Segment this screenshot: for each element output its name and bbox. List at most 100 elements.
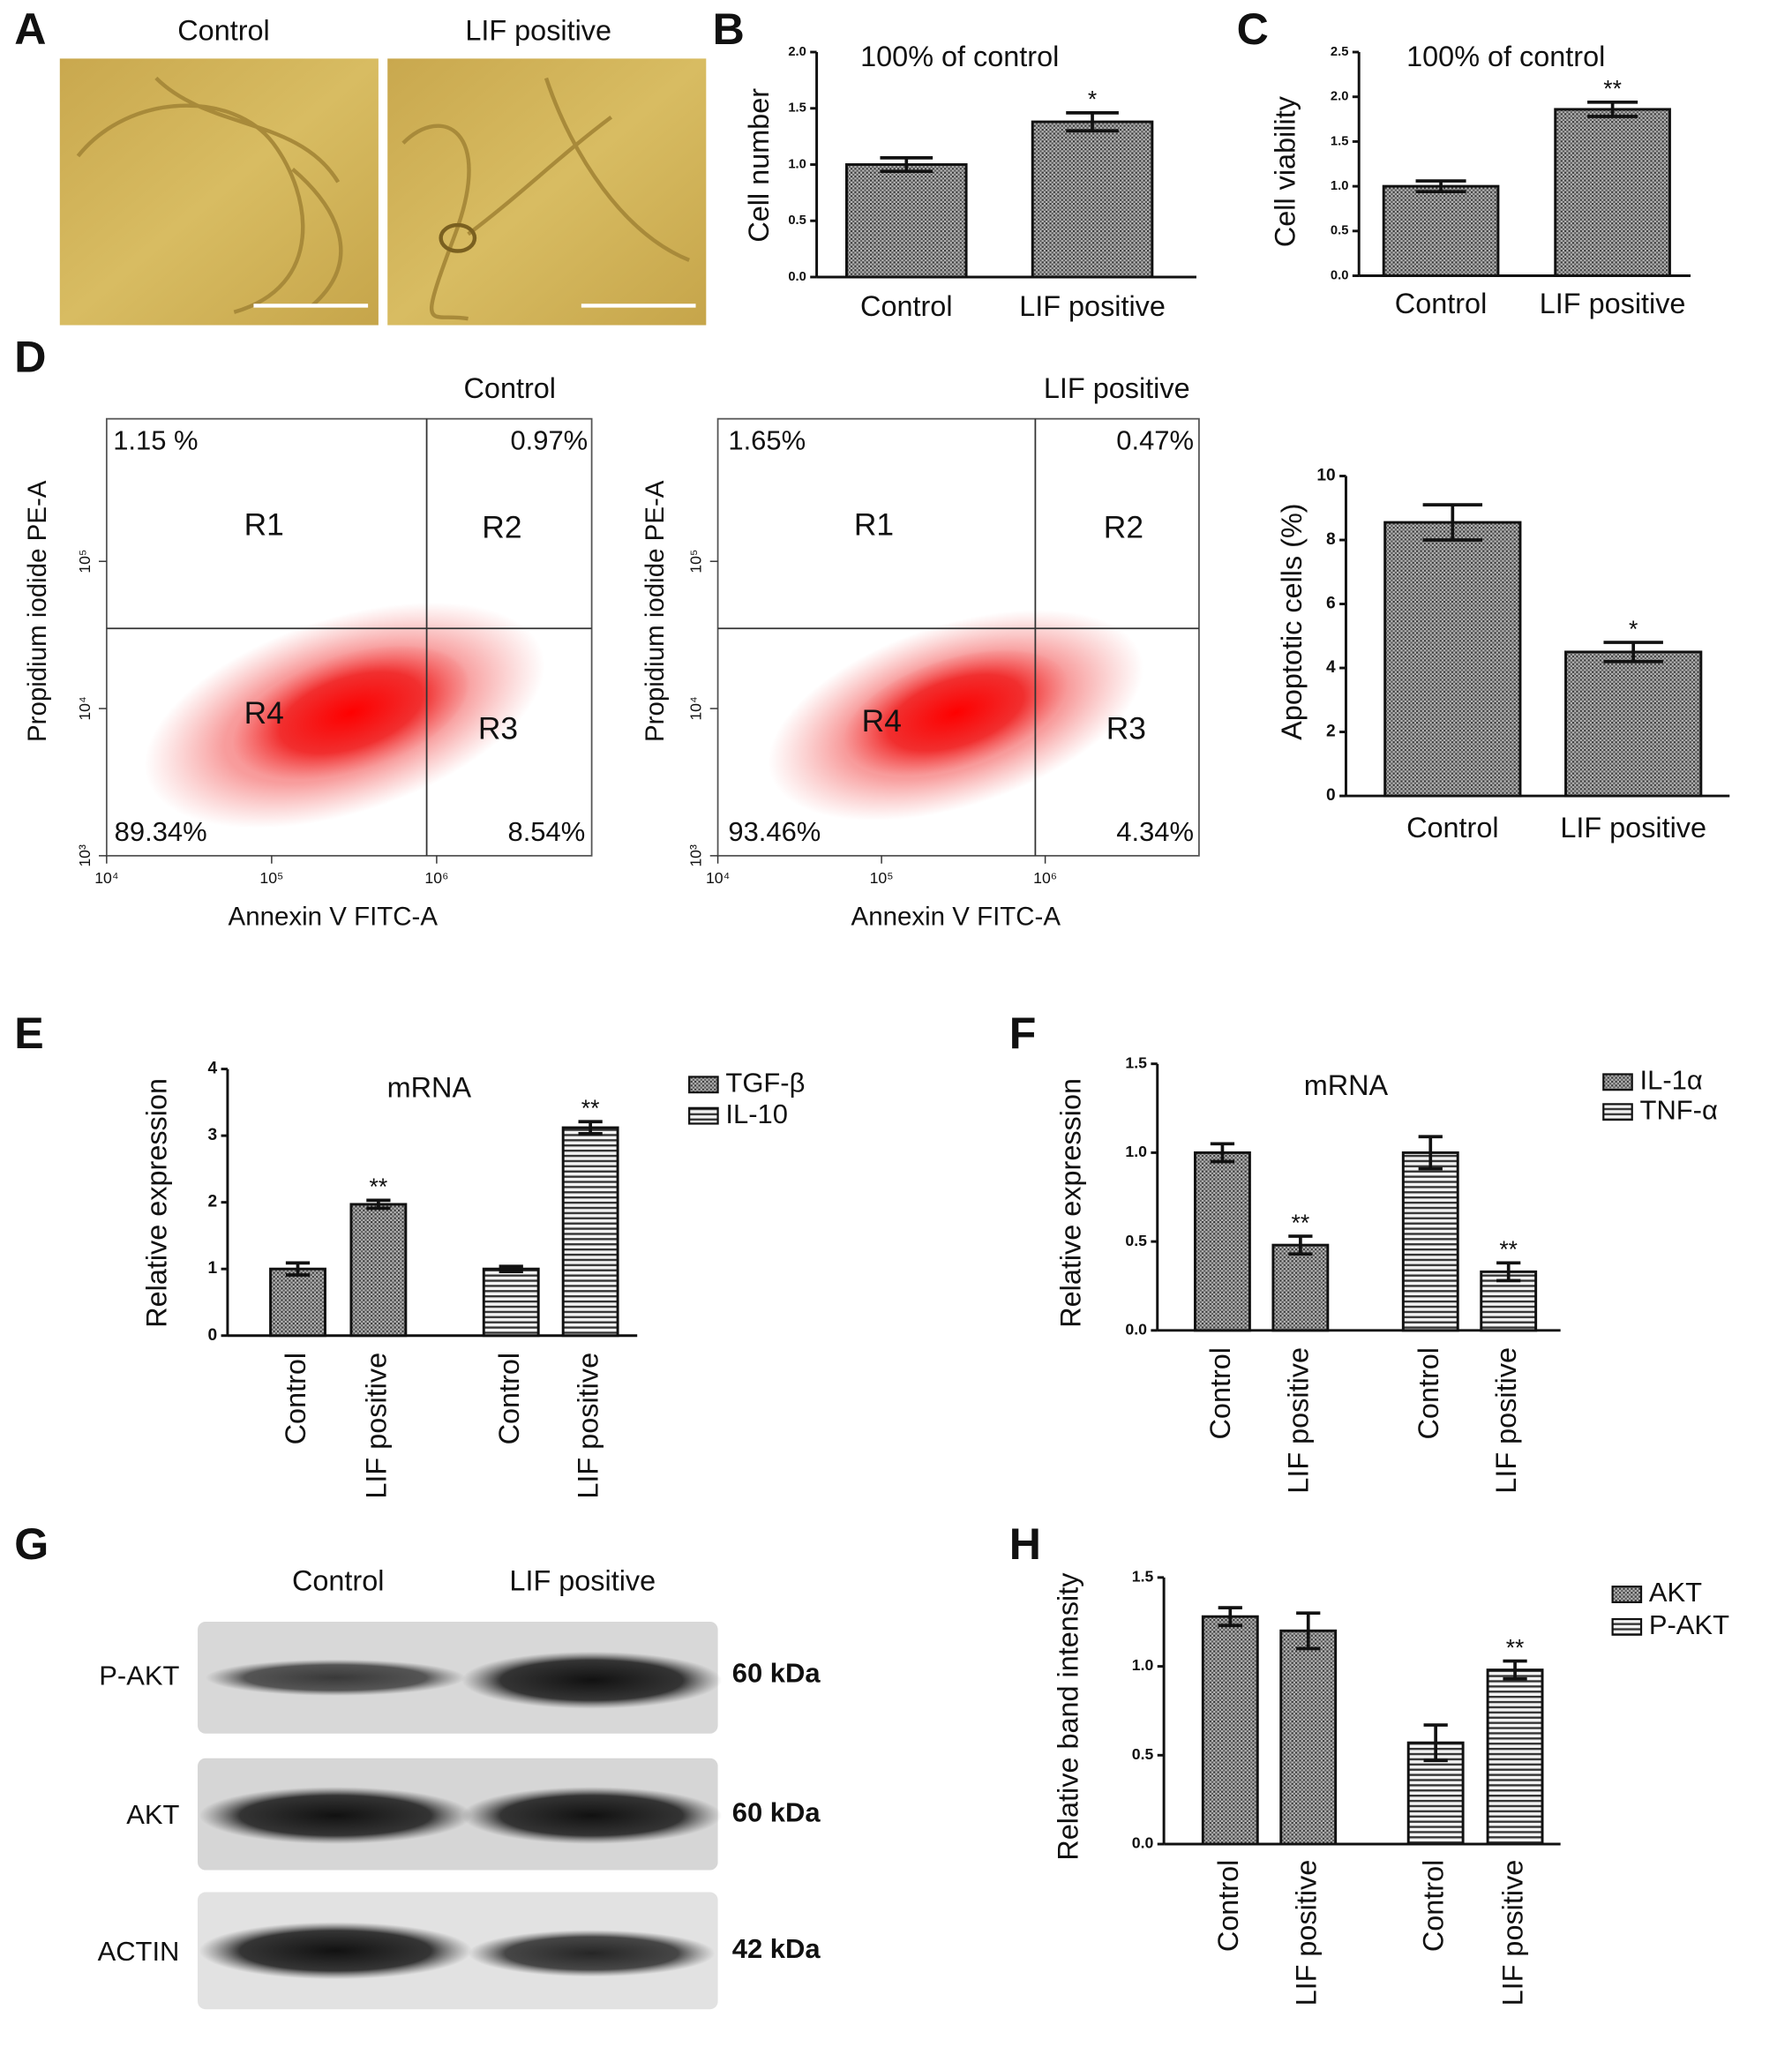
- y-axis-label: Relative expression: [1055, 1078, 1087, 1328]
- y-tick-label: 3: [207, 1126, 217, 1144]
- plot-title: LIF positive: [1044, 372, 1190, 404]
- error-bar: [366, 1198, 391, 1211]
- y-tick-label: 2: [207, 1193, 217, 1211]
- y-tick-label: 10⁴: [687, 696, 705, 720]
- x-axis-label: Annexin V FITC-A: [851, 902, 1061, 931]
- y-tick-label: 10³: [687, 844, 705, 867]
- significance: *: [1088, 86, 1097, 113]
- bar: [1401, 1151, 1459, 1332]
- quadrant-percent: 0.47%: [1116, 424, 1194, 455]
- x-tick-label: LIF positive: [360, 1353, 392, 1499]
- y-tick-label: 1.5: [788, 101, 806, 116]
- quadrant-name: R2: [1104, 510, 1143, 544]
- y-axis-label: Relative expression: [140, 1078, 172, 1328]
- bar: [1201, 1615, 1259, 1846]
- panel-label: A: [14, 4, 46, 54]
- band-size: 60 kDa: [732, 1796, 821, 1827]
- bar: [1279, 1629, 1338, 1846]
- cell-body: [439, 222, 477, 253]
- band: [461, 1651, 723, 1709]
- plot-title: Control: [464, 372, 556, 404]
- x-tick-label: LIF positive: [1497, 1860, 1529, 2006]
- error-bar: [1422, 503, 1483, 542]
- x-tick-label: LIF positive: [1540, 288, 1686, 319]
- y-tick-label: 1.5: [1331, 134, 1348, 148]
- panel-label: B: [713, 4, 745, 54]
- error-bar: [1603, 641, 1663, 664]
- quadrant-name: R4: [244, 696, 284, 731]
- quadrant-percent: 89.34%: [115, 816, 207, 847]
- band: [199, 1787, 473, 1845]
- band: [199, 1922, 473, 1980]
- significance: **: [370, 1173, 388, 1200]
- x-tick-label: 10⁴: [706, 869, 730, 887]
- x-tick-label: LIF positive: [1290, 1860, 1322, 2006]
- y-tick-label: 2: [1326, 723, 1336, 741]
- y-tick-label: 6: [1326, 595, 1336, 613]
- bar: [1031, 120, 1154, 279]
- panel-label: D: [14, 333, 46, 382]
- significance: **: [1292, 1210, 1310, 1236]
- error-bar: [578, 1120, 603, 1136]
- bar: [1271, 1243, 1330, 1332]
- legend-label: TNF-α: [1640, 1094, 1718, 1125]
- dot-cloud: [232, 645, 470, 781]
- y-tick-label: 10⁴: [76, 696, 94, 720]
- panel-label: E: [14, 1009, 43, 1058]
- error-bar: [1418, 1135, 1443, 1171]
- plot-frame: [105, 417, 593, 857]
- lane-label: LIF positive: [509, 1564, 656, 1596]
- quadrant-percent: 8.54%: [508, 816, 586, 847]
- quadrant-percent: 93.46%: [728, 816, 821, 847]
- bar: [1194, 1151, 1251, 1332]
- band: [468, 1930, 716, 1977]
- significance: *: [1629, 616, 1638, 642]
- error-bar: [1210, 1142, 1235, 1164]
- band-size: 60 kDa: [732, 1658, 821, 1689]
- band: [205, 1659, 466, 1696]
- x-tick-label: 10⁵: [259, 869, 283, 887]
- x-tick-label: Control: [860, 290, 952, 322]
- micrograph: [387, 58, 707, 326]
- row-label: ACTIN: [98, 1936, 180, 1967]
- x-tick-label: Control: [493, 1353, 525, 1444]
- quadrant-percent: 4.34%: [1116, 816, 1194, 847]
- x-tick-label: LIF positive: [573, 1353, 604, 1499]
- blot: [198, 1621, 723, 2010]
- plot-frame: [716, 417, 1200, 857]
- panel-label: C: [1237, 4, 1269, 54]
- y-tick-label: 0: [1326, 786, 1336, 805]
- quadrant-name: R2: [482, 510, 521, 544]
- legend-label: IL-10: [725, 1098, 788, 1129]
- error-bar: [1423, 1723, 1448, 1763]
- annotation: 100% of control: [1406, 41, 1605, 72]
- panel-label: F: [1009, 1009, 1037, 1058]
- bar: [1383, 521, 1522, 798]
- y-tick-label: 10³: [76, 844, 94, 867]
- x-tick-label: LIF positive: [1490, 1347, 1522, 1494]
- legend-swatch: [1611, 1617, 1643, 1636]
- row-label: P-AKT: [99, 1661, 179, 1691]
- quadrant-name: R3: [478, 712, 518, 746]
- y-axis-label: Propidium iodide PE-A: [641, 480, 670, 742]
- y-tick-label: 10⁵: [76, 550, 94, 574]
- y-tick-label: 1.5: [1132, 1568, 1154, 1586]
- cell-outline: [401, 77, 690, 321]
- quadrant-percent: 1.15 %: [113, 424, 198, 455]
- error-bar: [1587, 100, 1638, 118]
- y-tick-label: 0: [207, 1326, 217, 1345]
- y-tick-label: 1: [207, 1259, 217, 1278]
- x-tick-label: LIF positive: [1282, 1347, 1314, 1494]
- quadrant-percent: 0.97%: [510, 424, 588, 455]
- error-bar: [1496, 1261, 1521, 1283]
- quadrant-name: R4: [862, 704, 902, 739]
- x-axis-label: Annexin V FITC-A: [229, 902, 439, 931]
- y-tick-label: 1.0: [788, 157, 806, 171]
- y-tick-label: 1.5: [1125, 1053, 1147, 1071]
- x-tick-label: 10⁵: [870, 869, 894, 887]
- bar: [845, 163, 968, 279]
- significance: **: [1506, 1634, 1525, 1661]
- legend-swatch: [688, 1076, 719, 1094]
- y-axis-label: Apoptotic cells (%): [1276, 503, 1308, 739]
- error-bar: [1503, 1659, 1527, 1681]
